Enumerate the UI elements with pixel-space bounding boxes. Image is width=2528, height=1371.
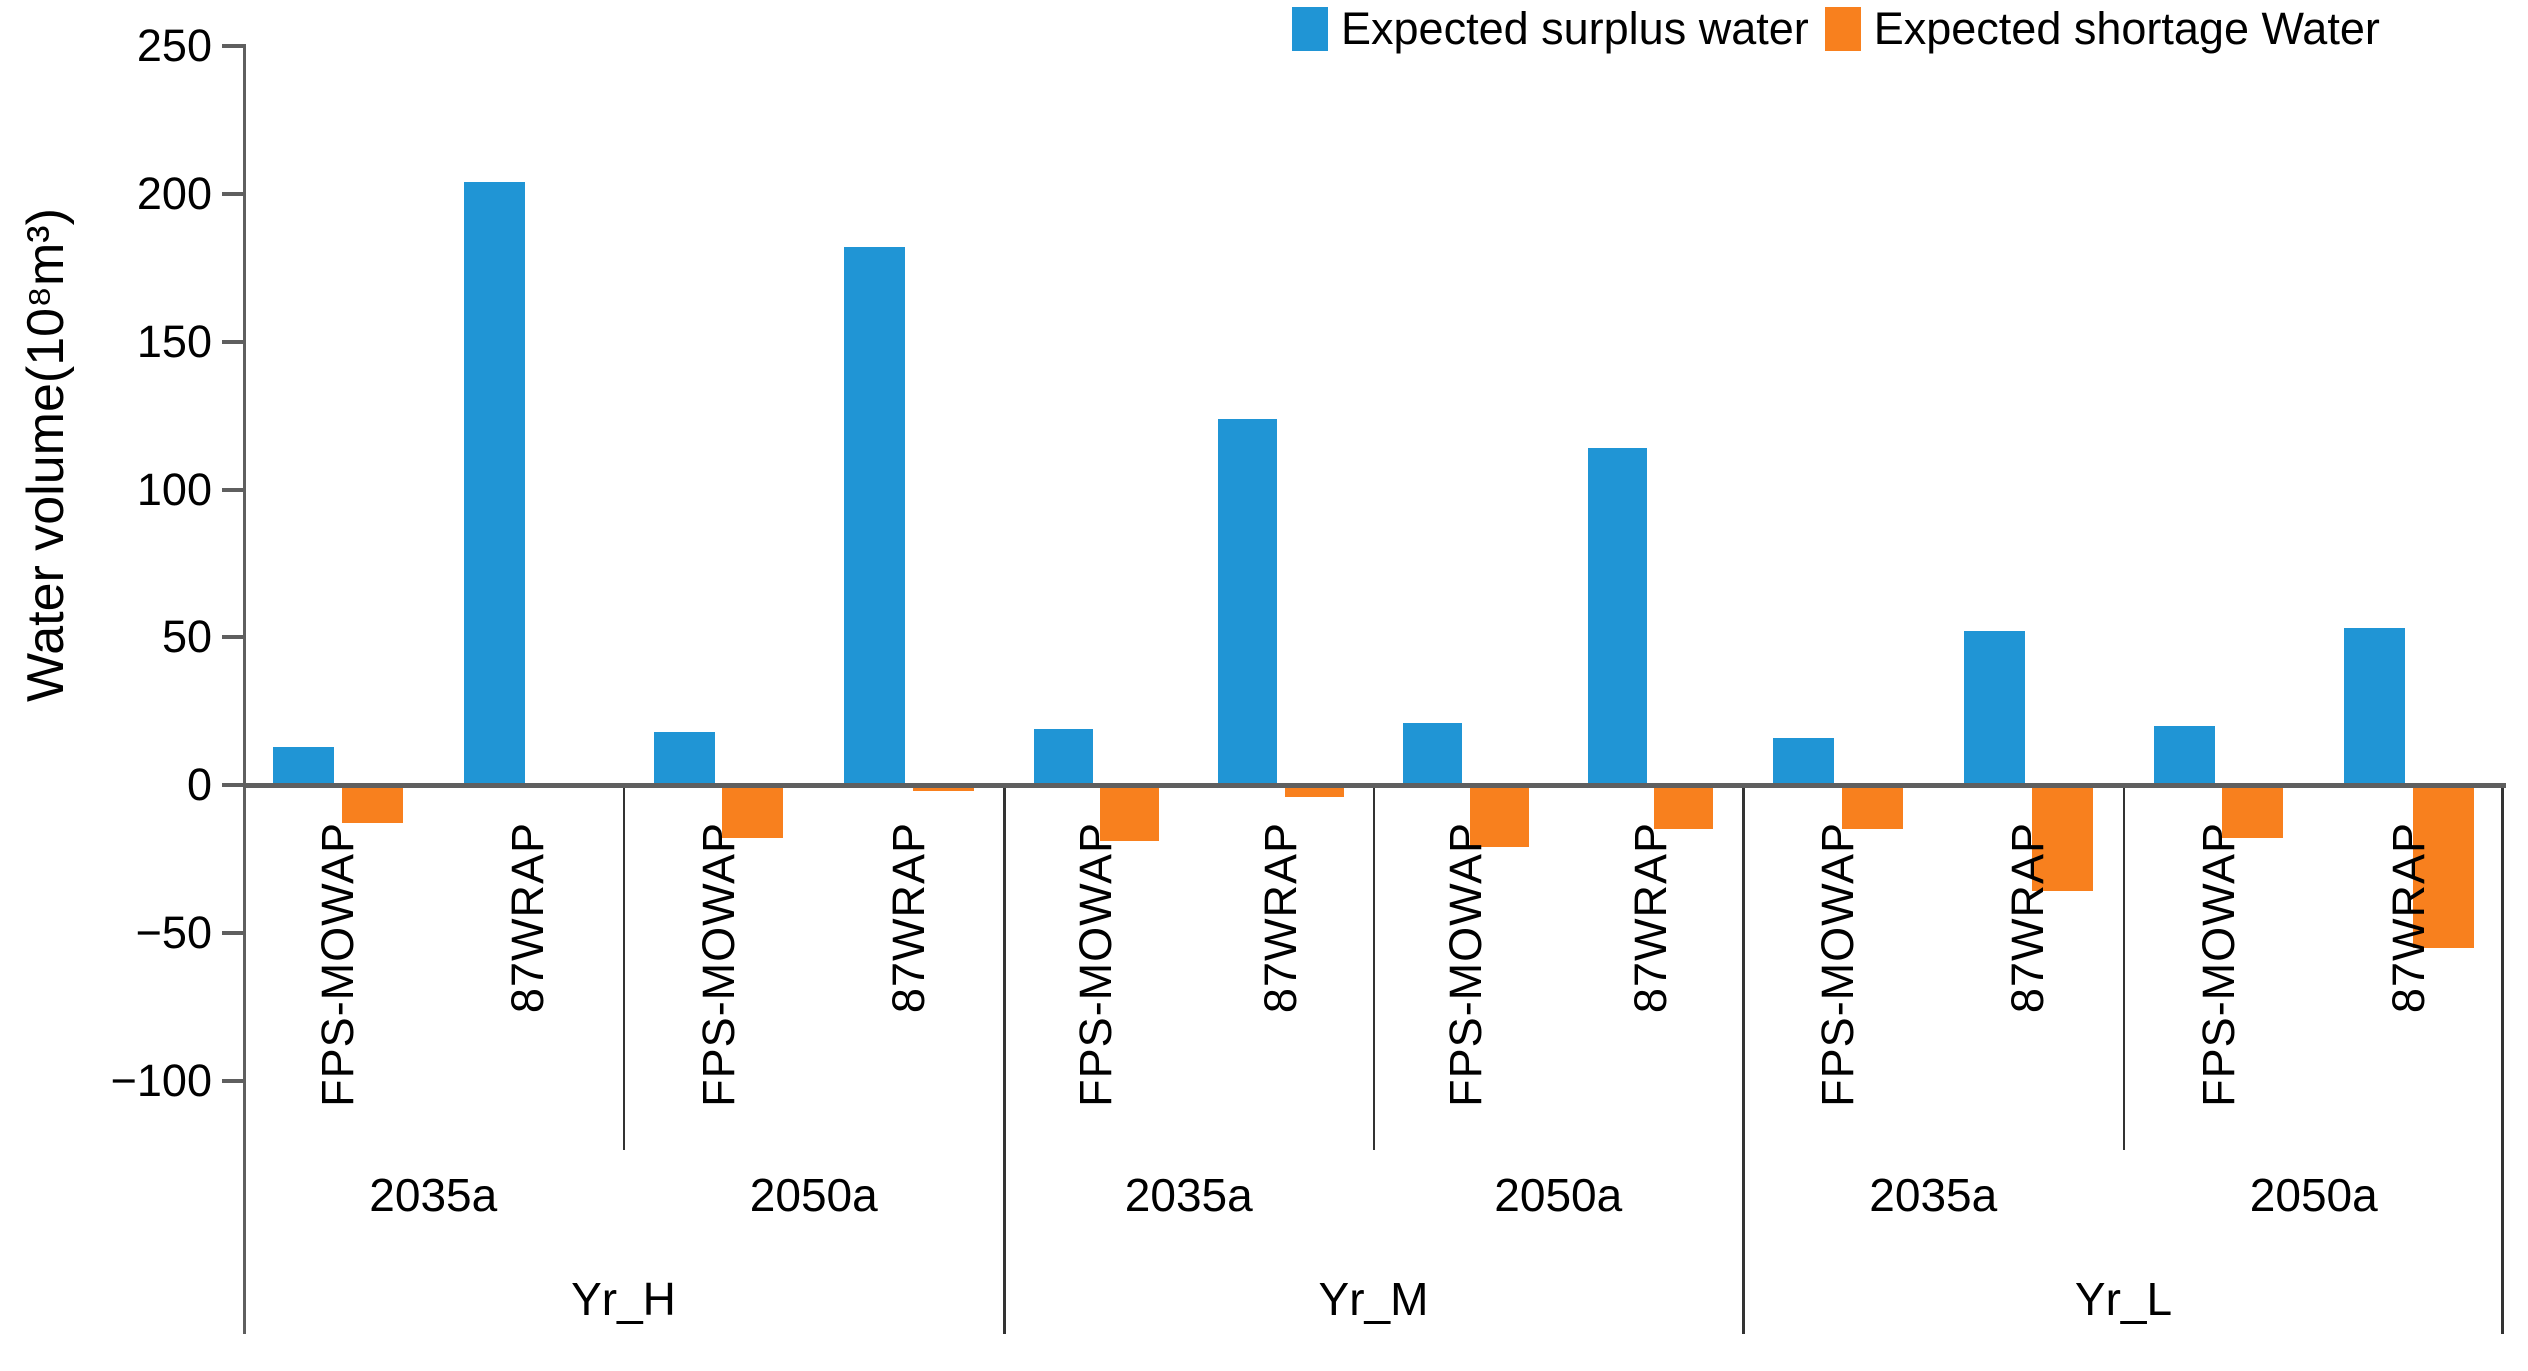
y-tick-label: 250 [136,20,212,72]
model-label: FPS-MOWAP [1070,822,1122,1150]
y-tick-label: 0 [186,759,212,810]
y-tick-mark [222,1078,243,1083]
year-label: 2035a [369,1169,498,1221]
bar-shortage [2412,785,2474,948]
model-label: 87WRAP [502,822,554,1150]
bar-surplus [1403,722,1463,785]
y-tick-label: 200 [136,168,212,219]
year-label: 2035a [1124,1169,1253,1221]
y-tick-mark [222,339,243,344]
model-label-text: FPS-MOWAP [1812,822,1864,1107]
year-label: 2035a [1869,1169,1998,1221]
legend-item-surplus: Expected surplus water [1292,6,1809,51]
bar-shortage [341,785,403,824]
legend-label-shortage: Expected shortage Water [1873,3,2380,54]
bar-surplus [273,746,335,785]
bar-surplus [1218,418,1278,785]
model-label: 87WRAP [2002,822,2054,1150]
model-label-text: FPS-MOWAP [2192,822,2244,1107]
year-label: 2050a [1494,1169,1623,1221]
bar-shortage [2222,785,2284,839]
legend-item-shortage: Expected shortage Water [1824,3,2380,54]
y-tick-label: 50 [161,611,212,663]
bar-surplus [2344,628,2406,785]
scenario-divider-line [1742,785,1745,1334]
bar-surplus [463,182,525,785]
year-label: 2050a [749,1169,878,1221]
scenario-label: Yr_M [1318,1273,1429,1325]
year-divider-line [2122,785,2125,1150]
model-label-text: FPS-MOWAP [312,822,364,1107]
bar-surplus [2153,725,2215,785]
surplus-swatch-icon [1292,6,1328,51]
model-label-text: 87WRAP [2002,822,2054,1014]
scenario-divider-line [1003,785,1006,1334]
bar-surplus [653,731,715,785]
y-tick-mark [222,192,243,196]
bar-surplus [844,247,906,785]
y-tick-mark [222,635,243,640]
bar-surplus [1963,631,2025,785]
model-label: FPS-MOWAP [1440,822,1492,1150]
bar-shortage [1469,785,1529,848]
model-label-text: 87WRAP [1255,822,1307,1014]
y-tick-label: 150 [136,315,212,367]
bar-surplus [1587,448,1647,785]
bar-shortage [1654,785,1714,830]
model-label: FPS-MOWAP [2193,822,2245,1150]
bar-shortage [1100,785,1160,842]
y-tick-label: 100 [136,463,212,515]
model-label-text: 87WRAP [882,822,934,1014]
y-tick-mark [222,487,243,492]
bar-shortage [722,785,784,839]
model-label: 87WRAP [1625,822,1677,1150]
model-label-text: FPS-MOWAP [692,822,744,1107]
y-tick-label: −100 [110,1054,212,1106]
model-label: 87WRAP [2383,822,2435,1150]
y-tick-mark [222,44,243,49]
y-tick-mark [222,783,243,787]
legend: Expected surplus water Expected shortage… [1292,6,2380,51]
model-label-text: FPS-MOWAP [1439,822,1491,1107]
year-label: 2050a [2249,1169,2378,1221]
bar-shortage [2032,785,2094,892]
model-label-text: 87WRAP [1624,822,1676,1014]
bar-surplus [1773,737,1835,785]
scenario-label: Yr_H [571,1273,676,1325]
model-label-text: FPS-MOWAP [1070,822,1122,1107]
y-axis-line [243,44,246,1334]
model-label: 87WRAP [883,822,935,1150]
bar-shortage [1284,785,1344,797]
legend-label-surplus: Expected surplus water [1341,3,1809,54]
x-axis-zero-line [243,783,2506,788]
year-divider-line [1372,785,1375,1150]
model-label: FPS-MOWAP [693,822,745,1150]
y-tick-mark [222,930,243,935]
model-label: FPS-MOWAP [1812,822,1864,1150]
model-label-text: 87WRAP [502,822,554,1014]
model-label-text: 87WRAP [2382,822,2434,1014]
scenario-divider-line [2501,785,2504,1334]
bar-surplus [1033,728,1093,785]
model-label: 87WRAP [1255,822,1307,1150]
year-divider-line [622,785,625,1150]
shortage-swatch-icon [1824,6,1861,51]
model-label: FPS-MOWAP [312,822,364,1150]
bar-shortage [1841,785,1903,830]
scenario-label: Yr_L [2074,1273,2173,1325]
y-tick-label: −50 [135,906,212,958]
